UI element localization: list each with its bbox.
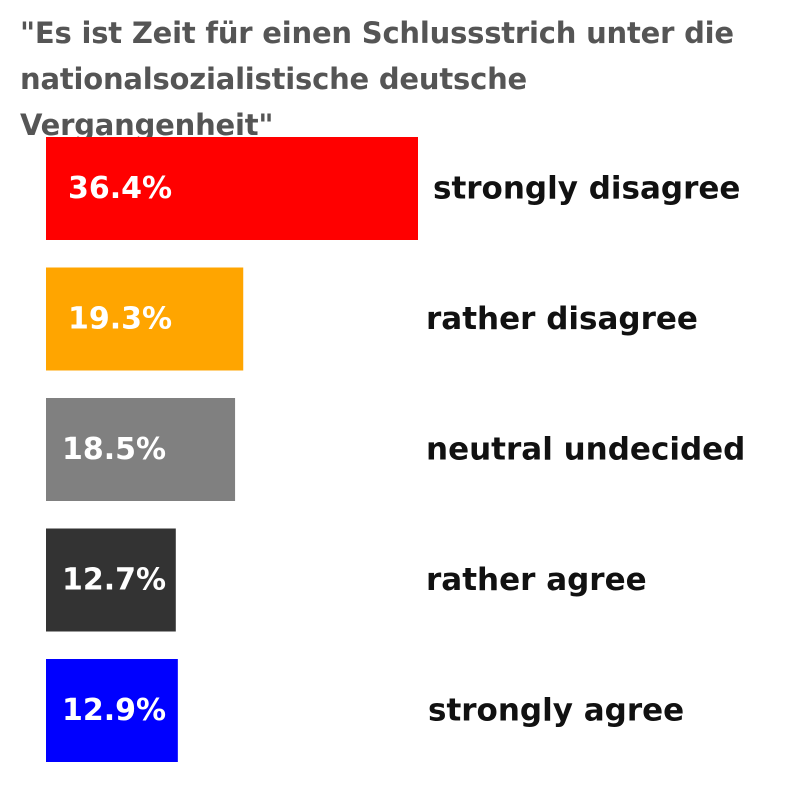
bar-strongly-agree bbox=[46, 659, 178, 762]
bar-value-label-strongly-disagree: 36.4% bbox=[68, 171, 172, 206]
bar-value-label-strongly-agree: 12.9% bbox=[62, 693, 166, 728]
category-label-strongly-disagree: strongly disagree bbox=[433, 171, 740, 207]
bar-rather-disagree bbox=[46, 267, 244, 371]
category-label-neutral-undecided: neutral undecided bbox=[426, 432, 745, 468]
bar-strongly-disagree bbox=[46, 137, 418, 240]
bar-value-label-rather-disagree: 19.3% bbox=[68, 302, 172, 337]
bar-value-label-rather-agree: 12.7% bbox=[62, 563, 166, 598]
category-label-strongly-agree: strongly agree bbox=[428, 693, 684, 729]
bar-rather-agree bbox=[46, 528, 176, 632]
chart-title: "Es ist Zeit für einen Schlussstrich unt… bbox=[20, 16, 734, 142]
category-label-rather-disagree: rather disagree bbox=[426, 301, 698, 337]
category-label-rather-agree: rather agree bbox=[426, 562, 647, 598]
bar-value-label-neutral-undecided: 18.5% bbox=[62, 432, 166, 467]
bar-neutral-undecided bbox=[46, 398, 236, 501]
bars-group: 36.4% strongly disagree 19.3% rather disagr… bbox=[46, 137, 745, 762]
